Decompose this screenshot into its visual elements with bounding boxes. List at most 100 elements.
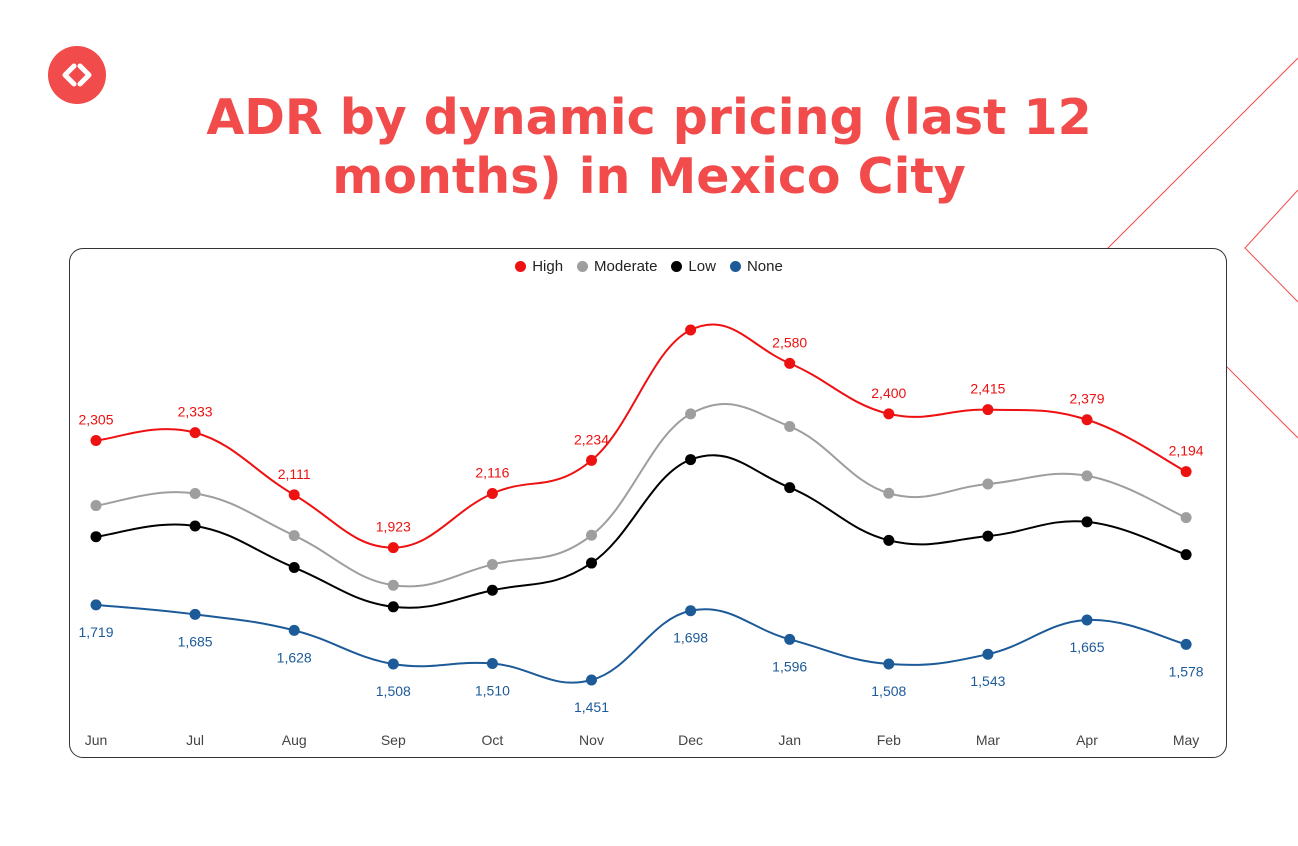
x-tick-label-aug: Aug — [282, 732, 307, 748]
legend-marker-high — [515, 261, 527, 272]
data-label-none-jul: 1,685 — [178, 633, 213, 649]
data-point-moderate-jun — [90, 500, 102, 512]
data-point-low-mar — [982, 530, 994, 542]
series-line-high — [95, 323, 1187, 549]
legend-marker-none — [729, 261, 741, 272]
data-point-moderate-jul — [189, 488, 201, 500]
legend-label-high: High — [532, 258, 564, 275]
x-tick-label-oct: Oct — [482, 732, 504, 748]
data-point-high-jun — [90, 434, 102, 446]
data-point-none-nov — [586, 674, 597, 686]
chart-container — [69, 248, 1227, 758]
data-point-moderate-dec — [685, 408, 697, 420]
x-tick-label-dec: Dec — [678, 732, 703, 748]
legend-item-moderate: Moderate — [577, 258, 657, 275]
legend-item-low: Low — [671, 258, 716, 275]
data-point-high-dec — [685, 324, 697, 336]
data-point-none-apr — [1081, 614, 1093, 626]
data-point-high-aug — [288, 489, 300, 501]
data-label-high-aug: 2,111 — [278, 466, 311, 482]
x-tick-label-feb: Feb — [877, 732, 901, 748]
data-point-none-jul — [189, 608, 201, 620]
data-point-none-jun — [90, 599, 102, 611]
x-tick-label-nov: Nov — [579, 732, 604, 748]
data-point-moderate-mar — [982, 478, 994, 490]
x-tick-label-may: May — [1173, 732, 1199, 748]
x-tick-label-sep: Sep — [381, 732, 406, 748]
data-point-high-oct — [486, 488, 498, 500]
data-point-high-nov — [586, 454, 597, 466]
data-point-high-feb — [883, 408, 895, 420]
brand-logo — [48, 46, 106, 104]
data-point-none-sep — [387, 658, 399, 670]
data-point-high-apr — [1081, 414, 1093, 426]
data-label-high-may: 2,194 — [1169, 443, 1204, 459]
data-point-none-feb — [883, 658, 895, 670]
data-label-none-oct: 1,510 — [475, 682, 510, 698]
data-label-high-nov: 2,234 — [574, 431, 609, 447]
chart-legend: High Moderate Low None — [0, 258, 1298, 275]
series-line-low — [95, 454, 1187, 609]
legend-label-moderate: Moderate — [594, 258, 658, 275]
data-point-low-may — [1180, 549, 1192, 561]
legend-label-low: Low — [688, 258, 716, 275]
legend-marker-low — [671, 261, 683, 272]
data-label-none-jan: 1,596 — [772, 658, 807, 674]
data-point-high-sep — [387, 542, 399, 554]
data-point-high-mar — [982, 404, 994, 416]
data-label-none-jun: 1,719 — [78, 624, 113, 640]
series-line-moderate — [95, 403, 1187, 588]
data-label-none-mar: 1,543 — [970, 673, 1005, 689]
x-tick-label-apr: Apr — [1076, 732, 1098, 748]
data-point-low-jun — [90, 531, 102, 543]
data-point-moderate-nov — [586, 529, 597, 541]
data-point-low-aug — [288, 562, 300, 574]
code-brackets-icon — [62, 63, 92, 87]
data-point-low-jan — [784, 482, 796, 494]
legend-item-high: High — [515, 258, 563, 275]
data-label-high-sep: 1,923 — [376, 519, 411, 535]
data-label-none-nov: 1,451 — [574, 699, 609, 715]
legend-marker-moderate — [577, 261, 589, 272]
data-point-moderate-may — [1180, 512, 1192, 524]
data-point-low-dec — [685, 454, 697, 466]
data-point-moderate-jan — [784, 420, 796, 432]
data-point-none-aug — [288, 624, 300, 636]
data-label-none-sep: 1,508 — [376, 683, 411, 699]
x-tick-label-jul: Jul — [186, 732, 204, 748]
data-label-high-mar: 2,415 — [970, 381, 1005, 397]
x-tick-label-jan: Jan — [778, 732, 801, 748]
data-label-high-jan: 2,580 — [772, 334, 807, 350]
data-label-high-jul: 2,333 — [178, 404, 213, 420]
data-point-moderate-sep — [387, 579, 399, 591]
data-point-high-may — [1180, 466, 1192, 478]
x-tick-label-mar: Mar — [976, 732, 1000, 748]
data-point-high-jul — [189, 427, 201, 439]
data-point-none-may — [1180, 638, 1192, 650]
data-point-low-feb — [883, 534, 895, 546]
data-point-high-jan — [784, 357, 796, 369]
legend-item-none: None — [729, 258, 783, 275]
data-point-none-jan — [784, 633, 796, 645]
data-point-moderate-aug — [288, 530, 300, 542]
data-label-none-dec: 1,698 — [673, 630, 708, 646]
data-point-moderate-apr — [1081, 470, 1093, 482]
data-point-moderate-feb — [883, 487, 895, 499]
data-label-high-oct: 2,116 — [475, 465, 509, 481]
data-label-none-apr: 1,665 — [1069, 639, 1104, 655]
data-label-high-feb: 2,400 — [871, 385, 906, 401]
data-label-high-jun: 2,305 — [78, 411, 113, 427]
data-point-moderate-oct — [486, 558, 498, 570]
data-label-none-aug: 1,628 — [277, 649, 312, 665]
data-point-low-jul — [189, 520, 201, 532]
data-point-none-mar — [982, 648, 994, 660]
data-point-low-sep — [387, 601, 399, 613]
data-point-low-oct — [486, 584, 498, 596]
data-point-none-dec — [685, 605, 697, 617]
data-label-high-apr: 2,379 — [1069, 391, 1104, 407]
data-point-none-oct — [486, 657, 498, 669]
page-title: ADR by dynamic pricing (last 12 months) … — [206, 89, 1092, 205]
series-line-none — [95, 603, 1187, 684]
data-point-low-apr — [1081, 516, 1093, 528]
